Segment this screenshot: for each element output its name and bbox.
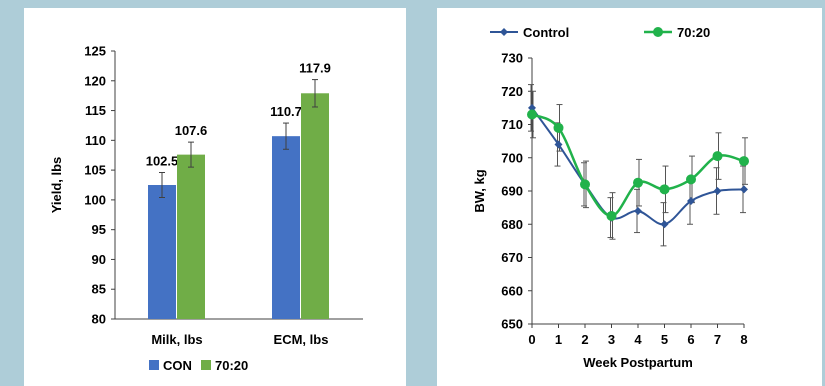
legend-swatch-70-20: [201, 360, 211, 370]
y-tick-label: 80: [92, 312, 106, 327]
legend-label-70-20: 70:20: [677, 25, 710, 40]
yield-chart-panel: 80 85 90 95 100 105 110 115 120 125 Yield, lbs Milk…: [24, 8, 406, 386]
point-control: [687, 196, 695, 205]
x-tick-label: 4: [634, 332, 642, 347]
y-tick-label: 680: [501, 217, 523, 232]
y-tick-label: 690: [501, 184, 523, 199]
x-tick-label: 8: [740, 332, 747, 347]
series-line-control: [531, 107, 745, 226]
legend-label-con: CON: [163, 358, 192, 373]
legend-label-70-20: 70:20: [215, 358, 248, 373]
y-tick-label: 650: [501, 317, 523, 332]
y-tick-label: 95: [92, 222, 106, 237]
data-label: 110.7: [270, 104, 302, 119]
series-line-70-20: [531, 113, 745, 218]
point-70-20: [606, 210, 617, 221]
x-tick-label: 6: [687, 332, 694, 347]
point-control: [554, 140, 563, 149]
point-70-20: [659, 184, 670, 195]
x-tick-label: 5: [661, 332, 668, 347]
y-tick-label: 720: [501, 84, 523, 99]
point-70-20: [580, 179, 590, 190]
x-tick-label: 1: [555, 332, 562, 347]
bw-chart-panel: 650 660 670 680 690 700 710 720 730 0 1 2 3 4 5 6 7 8 BW, …: [437, 8, 822, 386]
y-tick-label: 670: [501, 250, 523, 265]
data-label: 117.9: [299, 61, 331, 76]
y-axis-label: Yield, lbs: [49, 157, 64, 214]
point-control: [713, 187, 722, 195]
y-tick-label: 90: [92, 252, 106, 267]
y-tick-label: 115: [85, 103, 106, 118]
data-label: 102.5: [146, 153, 179, 168]
y-tick-label: 730: [501, 51, 523, 66]
y-tick-label: 700: [501, 150, 523, 165]
legend-marker-70-20: [653, 27, 663, 37]
legend-swatch-con: [149, 360, 159, 370]
x-category-label: ECM, lbs: [274, 332, 329, 347]
x-axis-label: Week Postpartum: [583, 355, 693, 370]
legend-label-control: Control: [523, 25, 569, 40]
y-tick-label: 100: [84, 192, 106, 207]
legend-marker-control: [500, 28, 508, 36]
point-70-20: [527, 109, 537, 120]
x-tick-label: 7: [714, 332, 721, 347]
y-tick-label: 710: [501, 117, 523, 132]
y-tick-label: 660: [501, 283, 523, 298]
y-tick-label: 125: [84, 44, 106, 59]
data-label: 107.6: [175, 123, 208, 138]
bar-70-20-milk-lbs: [177, 154, 205, 319]
point-70-20: [633, 177, 643, 188]
x-tick-label: 2: [581, 332, 588, 347]
point-70-20: [739, 156, 749, 167]
point-70-20: [712, 151, 723, 162]
point-control: [740, 185, 748, 194]
point-control: [528, 103, 536, 112]
y-tick-label: 85: [92, 282, 106, 297]
point-70-20: [553, 122, 564, 133]
y-tick-label: 120: [84, 73, 106, 88]
point-control: [660, 220, 669, 229]
yield-bar-chart: 80 85 90 95 100 105 110 115 120 125 Yield, lbs Milk…: [49, 44, 363, 373]
y-tick-label: 110: [85, 133, 106, 148]
bar-70-20-ecm-lbs: [301, 93, 329, 319]
x-tick-label: 0: [528, 332, 535, 347]
bar-con-milk-lbs: [148, 185, 176, 319]
y-axis-label: BW, kg: [472, 169, 487, 212]
bar-con-ecm-lbs: [272, 136, 300, 319]
x-tick-label: 3: [608, 332, 615, 347]
point-70-20: [686, 174, 696, 185]
bw-line-chart: 650 660 670 680 690 700 710 720 730 0 1 2 3 4 5 6 7 8 BW, …: [472, 25, 749, 370]
x-category-label: Milk, lbs: [151, 332, 202, 347]
y-tick-label: 105: [84, 163, 106, 178]
point-control: [634, 206, 642, 215]
